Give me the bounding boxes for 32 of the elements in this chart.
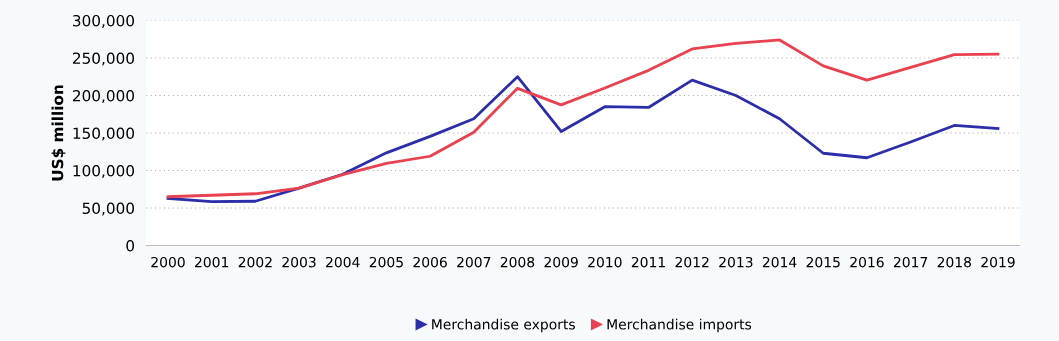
x-tick-label: 2019 <box>981 256 1015 268</box>
x-tick-label: 2006 <box>413 256 447 268</box>
x-tick-label: 2001 <box>195 256 229 268</box>
x-tick-label: 2015 <box>806 256 840 268</box>
x-tick-label: 2004 <box>326 256 360 268</box>
x-tick-label: 2011 <box>631 256 665 268</box>
y-tick-label: 50,000 <box>82 202 135 216</box>
x-tick-label: 2010 <box>588 256 622 268</box>
x-tick-label: 2017 <box>893 256 928 268</box>
x-tick-label: 2012 <box>675 256 709 268</box>
y-tick-label: 250,000 <box>72 52 135 66</box>
x-tick-label: 2014 <box>762 256 797 268</box>
x-tick-label: 2002 <box>238 256 272 268</box>
y-tick-label: 300,000 <box>73 14 135 29</box>
y-tick-label: 0 <box>126 239 135 252</box>
x-tick-label: 2003 <box>282 256 316 268</box>
y-tick-label: 100,000 <box>73 164 135 179</box>
y-tick-label: 200,000 <box>72 89 135 104</box>
x-tick-label: 2009 <box>544 256 578 268</box>
y-tick-label: 150,000 <box>73 127 135 141</box>
x-tick-label: 2005 <box>369 256 403 268</box>
legend-label: Merchandise imports <box>607 318 752 333</box>
x-tick-label: 2008 <box>500 256 535 268</box>
y-axis-title: US$ million <box>51 85 66 181</box>
x-tick-label: 2007 <box>457 256 491 268</box>
x-tick-label: 2018 <box>937 256 972 268</box>
x-tick-label: 2016 <box>850 256 884 268</box>
x-tick-label: 2013 <box>719 256 753 268</box>
line-series <box>166 38 1000 199</box>
line-series <box>166 75 1000 203</box>
legend-label: Merchandise exports <box>432 318 575 333</box>
x-tick-label: 2000 <box>151 256 185 268</box>
